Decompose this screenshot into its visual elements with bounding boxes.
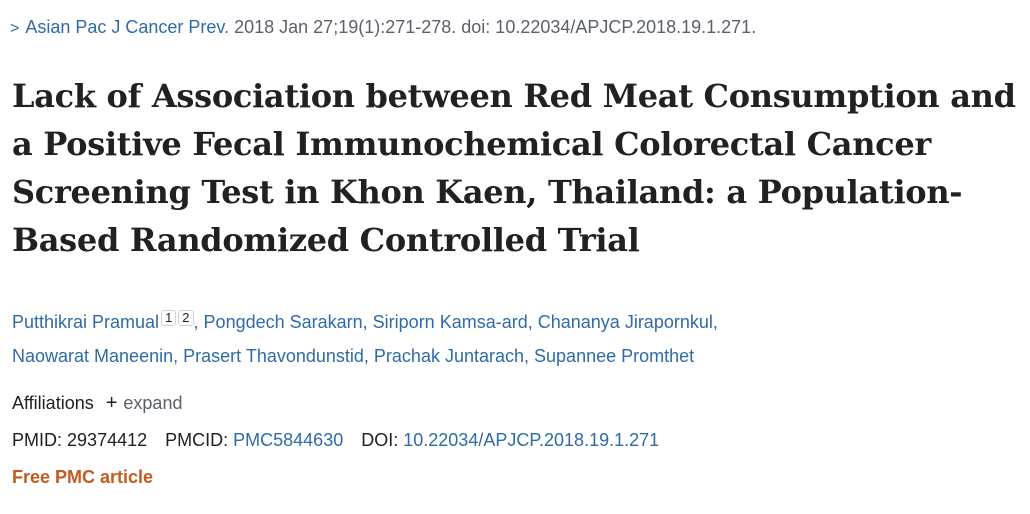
affiliation-ref-2[interactable]: 2	[178, 310, 194, 326]
doi-label: DOI:	[361, 430, 399, 450]
pmcid-label: PMCID:	[165, 430, 229, 450]
author-link[interactable]: Naowarat Maneenin	[12, 346, 174, 366]
author-link[interactable]: Prasert Thavondunstid	[183, 346, 364, 366]
pmid-value: 29374412	[67, 430, 148, 450]
pmid-label: PMID:	[12, 430, 63, 450]
citation-text: 2018 Jan 27;19(1):271-278. doi: 10.22034…	[234, 17, 757, 37]
author-link[interactable]: Siriporn Kamsa-ard	[372, 312, 528, 332]
author-link[interactable]: Chananya Jirapornkul	[537, 312, 713, 332]
author-link[interactable]: Pongdech Sarakarn	[203, 312, 363, 332]
author-link[interactable]: Supannee Promthet	[534, 346, 695, 366]
doi-link[interactable]: 10.22034/APJCP.2018.19.1.271	[403, 430, 660, 450]
article-title: Lack of Association between Red Meat Con…	[12, 77, 1016, 259]
author-link[interactable]: Putthikrai Pramual	[12, 312, 160, 332]
expand-label[interactable]: expand	[123, 393, 183, 413]
author-link[interactable]: Prachak Juntarach	[373, 346, 525, 366]
journal-citation: > Asian Pac J Cancer Prev. 2018 Jan 27;19…	[10, 16, 756, 40]
pmcid-link[interactable]: PMC5844630	[233, 430, 344, 450]
affiliation-ref-1[interactable]: 1	[161, 310, 177, 326]
identifiers: PMID: 29374412 PMCID: PMC5844630 DOI: 10.2…	[12, 428, 677, 452]
affiliations-toggle[interactable]: Affiliations + expand	[12, 391, 182, 415]
free-pmc-article-link[interactable]: Free PMC article	[12, 467, 154, 487]
chevron-right-icon: >	[10, 20, 20, 37]
journal-link[interactable]: Asian Pac J Cancer Prev.	[25, 17, 230, 37]
affiliations-label: Affiliations	[12, 393, 94, 413]
plus-icon: +	[105, 392, 118, 414]
author-list: Putthikrai Pramual 1 2, Pongdech Sarakarn,…	[12, 310, 718, 366]
